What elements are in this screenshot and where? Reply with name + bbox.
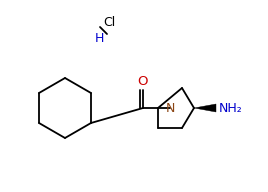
Text: O: O (138, 75, 148, 88)
Text: Cl: Cl (103, 16, 115, 28)
Text: N: N (165, 102, 175, 114)
Text: H: H (95, 31, 104, 45)
Text: NH₂: NH₂ (219, 102, 243, 114)
Polygon shape (194, 104, 216, 112)
